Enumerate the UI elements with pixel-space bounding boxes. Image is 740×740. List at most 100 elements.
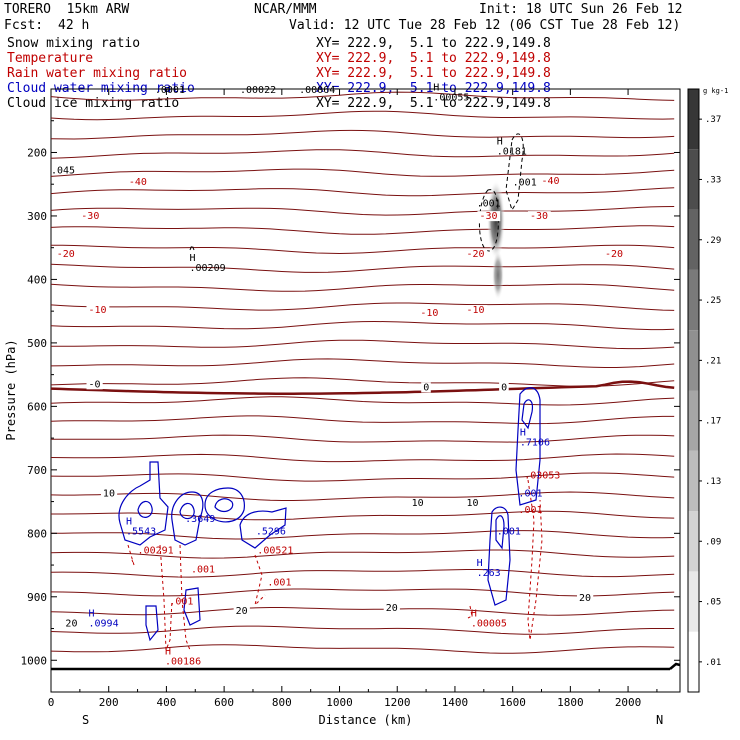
y-tick-label: 500 [27,337,47,350]
label-backdrop [577,593,594,604]
colorbar-frame [687,88,700,693]
cloud-cell-500-low [183,587,201,626]
max-value-label: .001 [518,505,542,516]
isotherm-line [50,358,675,368]
colorbar-label: .37 [705,115,721,125]
cloud-cell-300 [118,461,169,546]
colorbar-label: .17 [705,417,721,427]
isotherm-label: -30 [530,211,548,222]
rain-shaft-400 [159,544,173,651]
label-backdrop [383,602,400,613]
axes: 0 200 400 600 800 1000 1200 1400 1600 1800 2000200… [4,89,680,727]
colorbar-segment [688,89,699,150]
label-backdrop [464,249,488,260]
isotherm-line [50,129,675,140]
cloud-cell-1650-inner [521,399,533,430]
x-tick-label: 1800 [557,696,584,709]
max-marker-h: H [189,253,195,264]
label-backdrop [126,176,150,187]
colorbar-label: .05 [705,598,721,608]
valid-time: Valid: 12 UTC Tue 28 Feb 12 (06 CST Tue … [289,18,681,33]
isotherm-line [50,569,675,578]
y-tick-label: 600 [27,400,47,413]
isotherm-label: -10 [89,305,107,316]
isotherm-line [50,625,675,635]
max-marker-h: H [477,558,483,569]
isotherm-line [50,225,675,235]
max-marker-h: H [497,136,503,147]
ice-cell-1600 [505,133,524,212]
isotherm-line [50,588,675,597]
isotherm-line [50,434,675,443]
cloud-cell-450-inner [179,502,195,520]
cloud-cell-350-low [145,605,159,642]
isotherm-line [50,549,675,559]
isotherm-label: -10 [466,305,484,316]
colorbar-label: .13 [705,477,721,487]
y-axis-title: Pressure (hPa) [4,339,18,440]
max-marker-h: H [165,647,171,658]
label-backdrop [418,308,442,319]
label-backdrop [79,211,103,222]
rain-shaft-750 [254,554,266,607]
isotherm-line [50,302,675,311]
isotherm-label: -30 [479,211,497,222]
isotherm-label: -40 [129,177,147,188]
isotherm-label: -20 [466,249,484,260]
max-value-label: .00022 [240,85,276,96]
max-value-label: .00064 [299,85,335,96]
isotherm-line [50,339,675,350]
label-backdrop [86,379,103,390]
max-value-label: .0994 [89,619,119,630]
legend-snow-xy: XY= 222.9, 5.1 to 222.9,149.8 [316,36,551,51]
x-tick-label: 400 [156,696,176,709]
legend-rain-name: Rain water mixing ratio [7,66,188,81]
label-backdrop [499,382,509,393]
y-tick-label: 900 [27,591,47,604]
y-tick-label: 400 [27,273,47,286]
isotherm-label: 10 [103,489,115,500]
x-tick-label: 800 [272,696,292,709]
legend-temperature-xy: XY= 222.9, 5.1 to 222.9,149.8 [316,51,551,66]
isotherm-label: -10 [420,308,438,319]
colorbar-segment [688,390,699,451]
x-tick-label: 1200 [384,696,411,709]
colorbar: .01 .05 .09 .13 .17 .21 .25 .29 .33 .37 g kg-1 [687,87,728,693]
colorbar-segment [688,149,699,210]
colorbar-label: .21 [705,356,721,366]
isotherm-line [50,149,675,159]
max-value-label: .001 [513,177,537,188]
rain-shaft-300 [127,544,135,566]
rain-shaft-1470 [467,605,473,619]
max-value-label: .0181 [497,146,527,157]
x-tick-label: 1000 [326,696,353,709]
colorbar-segment [688,631,699,692]
label-backdrop [464,305,488,316]
max-value-label: .001 [169,596,193,607]
cloud-cell-300-inner [137,500,153,518]
isotherm-line [51,244,675,255]
cloud-cell-600-inner [214,498,234,513]
snow-tail [492,250,504,300]
max-value-label: .5543 [126,527,156,538]
y-tick-label: 1000 [21,654,48,667]
colorbar-unit: g kg-1 [703,87,728,95]
label-backdrop [421,382,431,393]
label-backdrop [477,211,501,222]
isotherm-line [50,263,675,273]
north-end-label: N [656,713,663,727]
isotherm-label: 20 [236,606,248,617]
colorbar-label: .01 [705,658,721,668]
isotherm-line [50,644,675,654]
label-backdrop [602,249,626,260]
max-value-label: .03053 [524,471,560,482]
isotherm-label: -30 [81,211,99,222]
plot-frame [50,88,681,693]
max-marker-h: H [471,609,477,620]
label-backdrop [527,211,551,222]
isotherm-label: 10 [412,498,424,509]
x-axis-title: Distance (km) [319,713,413,727]
isotherm-line [50,415,675,425]
max-value-label: .001 [518,489,542,500]
legend-rain-xy: XY= 222.9, 5.1 to 222.9,149.8 [316,66,551,81]
